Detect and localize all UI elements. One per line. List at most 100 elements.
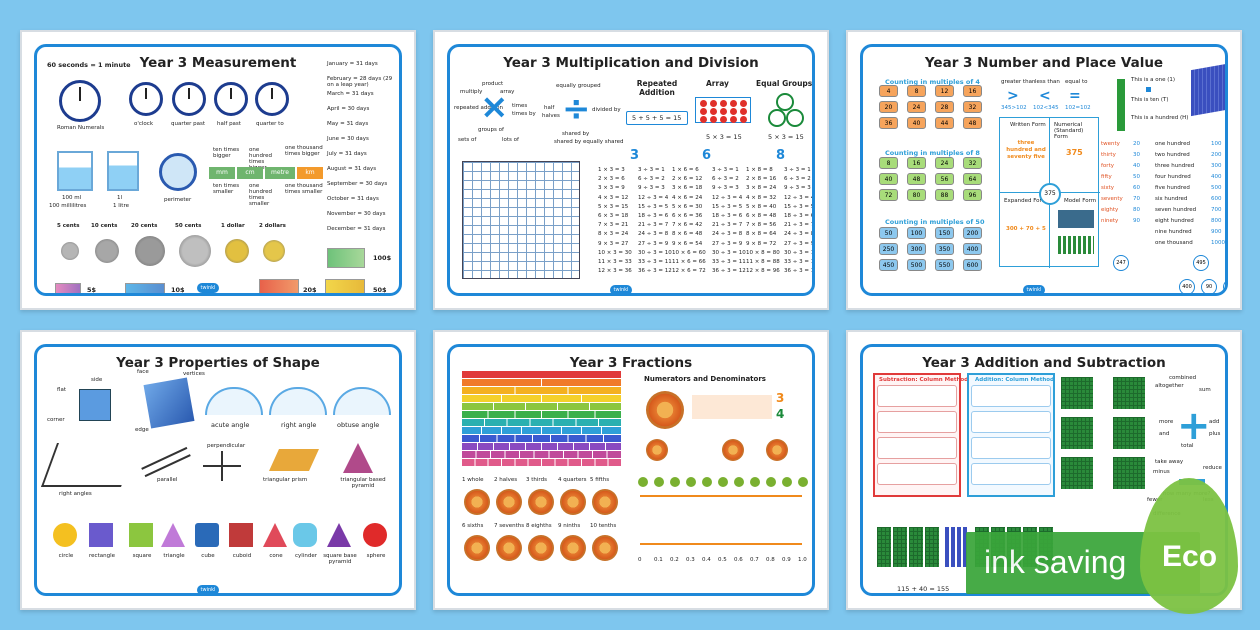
division-fact: 12 ÷ 3 = 4 — [784, 194, 815, 201]
wall-row — [462, 379, 622, 386]
equal-groups — [768, 93, 804, 127]
shape-label: parallel — [157, 477, 178, 483]
multiplication-frame: Year 3 Multiplication and Division produ… — [447, 44, 815, 296]
multiplication-fact: 4 × 8 = 32 — [746, 194, 777, 201]
division-fact: 18 ÷ 3 = 6 — [638, 213, 669, 219]
shape-label: perpendicular — [207, 443, 246, 449]
array-dot — [740, 100, 747, 107]
multiplication-fact: 12 × 8 = 96 — [746, 268, 780, 275]
month-item: January = 31 days — [327, 61, 378, 67]
partition-node: 90 — [1201, 279, 1217, 293]
division-fact: 24 ÷ 3 = 8 — [638, 231, 669, 238]
vocab-word: multiply — [460, 89, 483, 95]
square-diagram — [79, 389, 111, 421]
count-tile: 64 — [963, 173, 982, 185]
coin-icon — [179, 235, 211, 267]
tens-word: eighty — [1101, 207, 1119, 213]
measurement-mat[interactable]: Year 3 Measurement 60 seconds = 1 minute… — [20, 30, 416, 310]
tenth-label: 0.1 — [654, 557, 663, 563]
vocab-word: and — [1159, 431, 1170, 437]
center-number: 375 — [1039, 183, 1061, 205]
wall-row — [462, 427, 622, 434]
shape-name: sphere — [366, 553, 386, 559]
multiplication-fact: 10 × 6 = 60 — [672, 249, 706, 256]
multiplication-mat[interactable]: Year 3 Multiplication and Division produ… — [433, 30, 829, 310]
multiplication-fact: 10 × 8 = 80 — [746, 249, 780, 256]
count-tile: 48 — [963, 117, 982, 129]
form-value: 375 — [1066, 148, 1083, 157]
multiplication-fact: 8 × 6 = 48 — [672, 231, 703, 238]
tenth-dot — [686, 477, 696, 487]
vocab-word: total — [1181, 443, 1194, 449]
tenth-label: 0.7 — [750, 557, 759, 563]
division-fact: 36 ÷ 3 = 12 — [712, 268, 746, 275]
tenth-label: 0.3 — [686, 557, 695, 563]
coin-label: 5 cents — [57, 223, 80, 229]
count-tile: 80 — [907, 189, 926, 201]
jug-label: 1 litre — [113, 203, 129, 209]
form-label: Numerical (Standard) Form — [1054, 122, 1084, 140]
count-tile: 48 — [907, 173, 926, 185]
compare-example: 102=102 — [1065, 105, 1091, 111]
repeated-addition-box — [626, 111, 688, 125]
coin-icon — [225, 239, 249, 263]
array-dots — [695, 97, 751, 123]
sum-text: 5 × 3 = 15 — [706, 133, 742, 141]
division-fact: 30 ÷ 3 = 10 — [712, 249, 746, 256]
note-50 — [325, 279, 365, 293]
array-dot — [720, 116, 727, 123]
badge-text: ink saving — [984, 544, 1127, 580]
count-tile: 28 — [935, 101, 954, 113]
twinkl-logo: twinkl — [197, 585, 219, 593]
shape-cone — [263, 523, 287, 547]
pizza-icon — [496, 489, 522, 515]
count-tile: 32 — [963, 101, 982, 113]
measurement-title: Year 3 Measurement — [139, 55, 297, 71]
multiplication-fact: 1 × 8 = 8 — [746, 167, 773, 173]
twinkl-logo: twinkl — [610, 285, 632, 293]
km-bar: km — [297, 167, 323, 179]
multiplication-fact: 3 × 3 = 9 — [598, 185, 625, 192]
pizza-label: 10 tenths — [590, 523, 617, 529]
shape-name: square — [132, 553, 152, 559]
compare-sign: > — [1007, 88, 1019, 104]
shape-mat[interactable]: Year 3 Properties of Shape side flat cor… — [20, 330, 416, 610]
method-title: Addition: Column Method — [975, 377, 1054, 383]
conversion-label: one thousand times smaller — [285, 183, 323, 195]
tenth-label: 1.0 — [798, 557, 807, 563]
array-dot — [710, 108, 717, 115]
place-value-mat[interactable]: Year 3 Number and Place Value Counting i… — [846, 30, 1242, 310]
count-tile: 4 — [879, 85, 898, 97]
tenth-dot — [718, 477, 728, 487]
multiplication-fact: 4 × 6 = 24 — [672, 194, 703, 201]
month-item: September = 30 days — [327, 181, 388, 187]
hundreds-number: 300 — [1211, 163, 1222, 169]
method-step — [971, 385, 1051, 407]
shape-label: edge — [135, 427, 149, 433]
count-tile: 400 — [963, 243, 982, 255]
vocab-word: shared by equally shared — [554, 139, 624, 145]
ten-rod — [963, 527, 967, 567]
coin-icon — [135, 236, 165, 266]
compare-label: less than — [1035, 79, 1060, 85]
count-tile: 96 — [963, 189, 982, 201]
sum-text: 5 + 5 + 5 = 15 — [632, 114, 682, 122]
hundreds-number: 100 — [1211, 141, 1222, 147]
fractions-mat[interactable]: Year 3 Fractions Numerators and Denomina… — [433, 330, 829, 610]
wall-row — [462, 443, 622, 450]
count-tile: 40 — [907, 117, 926, 129]
coin-icon — [263, 240, 285, 262]
unit-label: This is a one (1) — [1131, 77, 1176, 83]
protractor-acute — [205, 387, 263, 415]
tens-number: 90 — [1133, 218, 1140, 224]
hundreds-number: 500 — [1211, 185, 1222, 191]
jug-label: 100 millilitres — [49, 203, 87, 209]
note-label: 100$ — [373, 254, 392, 262]
method-step — [877, 463, 957, 485]
array-dot — [740, 108, 747, 115]
plus-icon: + — [1177, 403, 1211, 449]
multiplication-fact: 9 × 8 = 72 — [746, 240, 777, 247]
number-line — [640, 543, 802, 545]
count-tile: 40 — [879, 173, 898, 185]
tenth-label: 0.2 — [670, 557, 679, 563]
